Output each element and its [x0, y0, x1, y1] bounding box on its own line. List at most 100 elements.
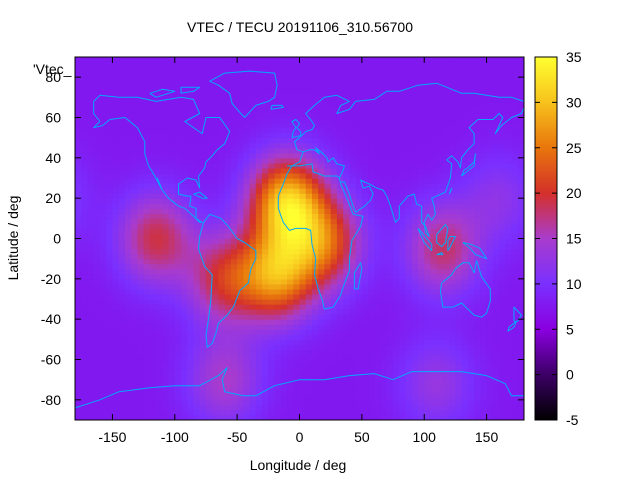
- heat-cell: [343, 193, 350, 199]
- heat-cell: [268, 223, 276, 230]
- heat-cell: [486, 57, 494, 63]
- heat-cell: [224, 157, 232, 164]
- heat-cell: [430, 384, 438, 391]
- heat-cell: [168, 329, 176, 335]
- heat-cell: [411, 288, 419, 295]
- heat-cell: [336, 399, 344, 406]
- heat-cell: [355, 72, 363, 78]
- heat-cell: [87, 278, 95, 285]
- heat-cell: [181, 409, 188, 416]
- heat-cell: [137, 203, 145, 209]
- heat-cell: [417, 263, 425, 270]
- heat-cell: [442, 147, 450, 154]
- heat-cell: [81, 137, 89, 144]
- heat-cell: [268, 288, 276, 295]
- heat-cell: [324, 404, 332, 411]
- heat-cell: [106, 258, 114, 265]
- heat-cell: [474, 404, 481, 411]
- heat-cell: [124, 253, 132, 260]
- heat-cell: [467, 218, 475, 224]
- heat-cell: [212, 92, 220, 98]
- heat-cell: [386, 82, 394, 88]
- heat-cell: [305, 62, 313, 68]
- heat-cell: [293, 288, 301, 295]
- heat-cell: [75, 299, 82, 305]
- heat-cell: [455, 414, 463, 420]
- heat-cell: [112, 288, 120, 295]
- heat-cell: [299, 288, 307, 295]
- heat-cell: [461, 188, 469, 194]
- heat-cell: [156, 142, 163, 149]
- heat-cell: [336, 359, 344, 366]
- heat-cell: [137, 107, 145, 114]
- heat-cell: [255, 162, 263, 169]
- heat-cell: [249, 384, 257, 391]
- heat-cell: [262, 263, 269, 270]
- heat-cell: [124, 157, 132, 164]
- heat-cell: [274, 157, 282, 164]
- heat-cell: [112, 82, 120, 88]
- heat-cell: [212, 82, 220, 88]
- heat-cell: [187, 223, 195, 230]
- heat-cell: [274, 354, 282, 361]
- heat-cell: [81, 238, 89, 245]
- heat-cell: [187, 127, 195, 134]
- heat-cell: [280, 339, 288, 345]
- heat-cell: [411, 228, 419, 235]
- heat-cell: [181, 359, 188, 366]
- heat-cell: [492, 157, 500, 164]
- heat-cell: [461, 208, 469, 214]
- heat-cell: [230, 248, 238, 255]
- heat-cell: [262, 127, 269, 134]
- heat-cell: [442, 369, 450, 376]
- heat-cell: [349, 162, 357, 169]
- heat-cell: [112, 183, 120, 189]
- heat-cell: [411, 142, 419, 149]
- heat-cell: [424, 167, 432, 174]
- heat-cell: [417, 369, 425, 376]
- heat-cell: [230, 167, 238, 174]
- heat-cell: [424, 309, 432, 315]
- heat-cell: [368, 288, 375, 295]
- heat-cell: [318, 157, 326, 164]
- heat-cell: [156, 102, 163, 109]
- heat-cell: [181, 304, 188, 310]
- heat-cell: [349, 334, 357, 340]
- heat-cell: [405, 258, 413, 265]
- heat-cell: [224, 77, 232, 83]
- heat-cell: [99, 102, 107, 109]
- heat-cell: [81, 132, 89, 139]
- heat-cell: [124, 172, 132, 179]
- heat-cell: [399, 223, 407, 230]
- heat-cell: [255, 339, 263, 345]
- heat-cell: [424, 394, 432, 401]
- heat-cell: [374, 117, 382, 124]
- heat-cell: [112, 258, 120, 265]
- heat-cell: [386, 167, 394, 174]
- heat-cell: [162, 278, 170, 285]
- heat-cell: [118, 384, 126, 391]
- heat-cell: [330, 293, 338, 300]
- heat-cell: [393, 384, 400, 391]
- heat-cell: [243, 82, 251, 88]
- heat-cell: [112, 203, 120, 209]
- heat-cell: [249, 389, 257, 396]
- heat-cell: [99, 218, 107, 224]
- heat-cell: [255, 82, 263, 88]
- heat-cell: [455, 329, 463, 335]
- heat-cell: [330, 137, 338, 144]
- heat-cell: [492, 354, 500, 361]
- heat-cell: [355, 258, 363, 265]
- heat-cell: [499, 389, 506, 396]
- heat-cell: [199, 233, 207, 240]
- heat-cell: [230, 72, 238, 78]
- heat-cell: [324, 107, 332, 114]
- heat-cell: [492, 218, 500, 224]
- heat-cell: [106, 72, 114, 78]
- heat-cell: [393, 349, 400, 356]
- heat-cell: [255, 87, 263, 93]
- heat-cell: [399, 57, 407, 63]
- heat-cell: [417, 67, 425, 73]
- heat-cell: [424, 283, 432, 290]
- heat-cell: [193, 57, 201, 63]
